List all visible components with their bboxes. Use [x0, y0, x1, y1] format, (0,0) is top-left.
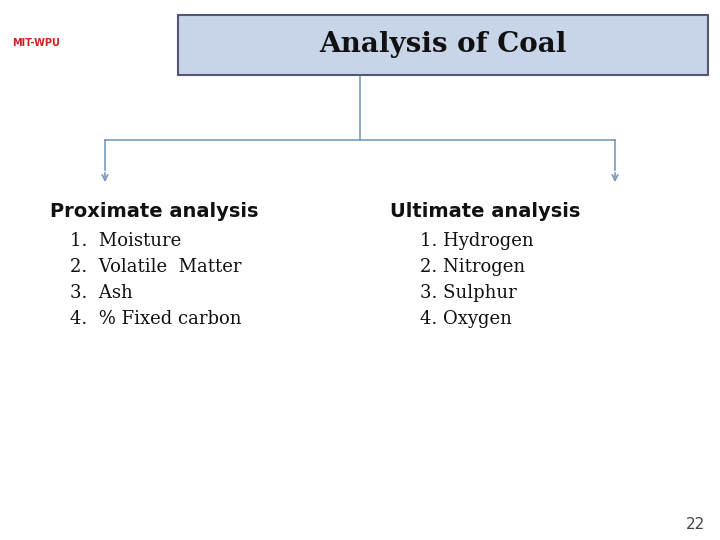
- Text: Ultimate analysis: Ultimate analysis: [390, 202, 580, 221]
- Text: 3.  Ash: 3. Ash: [70, 284, 132, 302]
- Text: MIT-WPU: MIT-WPU: [12, 38, 60, 48]
- Text: Proximate analysis: Proximate analysis: [50, 202, 258, 221]
- FancyBboxPatch shape: [178, 15, 708, 75]
- Text: 4.  % Fixed carbon: 4. % Fixed carbon: [70, 310, 241, 328]
- Text: 22: 22: [685, 517, 705, 532]
- Text: 4. Oxygen: 4. Oxygen: [420, 310, 512, 328]
- Text: 2.  Volatile  Matter: 2. Volatile Matter: [70, 258, 241, 276]
- Text: 1. Hydrogen: 1. Hydrogen: [420, 232, 534, 250]
- Text: 3. Sulphur: 3. Sulphur: [420, 284, 517, 302]
- Text: 1.  Moisture: 1. Moisture: [70, 232, 181, 250]
- Text: Analysis of Coal: Analysis of Coal: [319, 31, 567, 58]
- Text: 2. Nitrogen: 2. Nitrogen: [420, 258, 525, 276]
